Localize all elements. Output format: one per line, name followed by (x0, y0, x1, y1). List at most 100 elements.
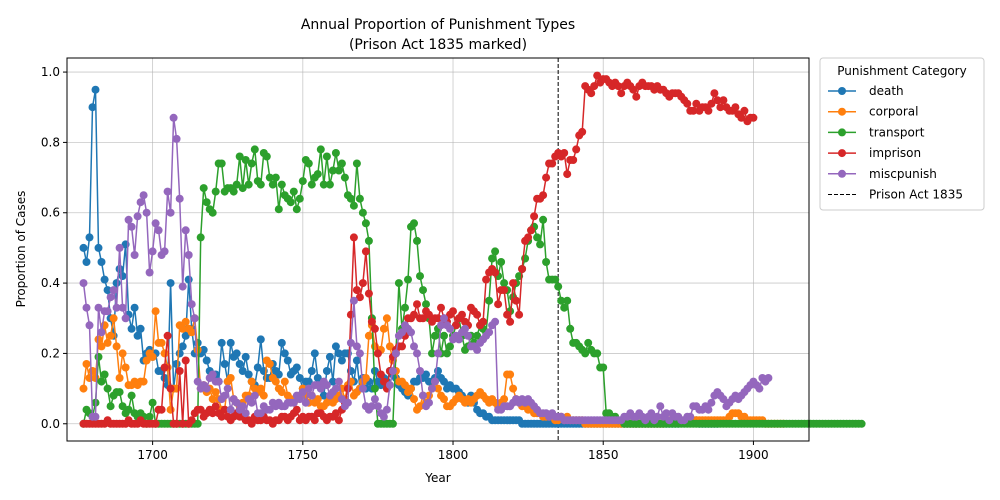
data-point-transport (286, 198, 295, 207)
data-point-death (178, 342, 187, 351)
data-point-miscpunish (428, 384, 436, 393)
data-point-miscpunish (686, 412, 695, 421)
data-point-death (226, 338, 235, 347)
data-point-transport (485, 296, 494, 305)
x-axis-title: Year (424, 471, 450, 485)
data-point-imprison (731, 103, 740, 112)
data-point-transport (352, 159, 361, 168)
x-tick-label: 1900 (738, 448, 769, 462)
data-point-miscpunish (142, 208, 151, 217)
data-point-transport (235, 152, 244, 161)
data-point-corporal (181, 317, 190, 326)
data-point-transport (599, 363, 608, 372)
data-point-transport (551, 275, 560, 284)
y-tick-label: 1.0 (41, 65, 60, 79)
data-point-imprison (373, 349, 382, 358)
data-point-imprison (548, 159, 557, 168)
data-point-imprison (379, 377, 388, 386)
y-axis-ticks: 0.0 0.2 0.4 0.6 0.8 1.0 (41, 65, 67, 431)
data-point-death (85, 233, 94, 242)
legend-swatch-marker (838, 169, 846, 178)
data-point-imprison (509, 279, 518, 288)
data-point-transport (211, 187, 220, 196)
data-point-transport (316, 145, 325, 154)
data-point-miscpunish (85, 321, 94, 330)
data-point-corporal (440, 395, 448, 404)
data-point-transport (319, 180, 328, 189)
data-point-transport (431, 331, 439, 340)
series-layer (79, 71, 866, 428)
data-point-death (244, 370, 253, 379)
data-point-transport (298, 177, 307, 186)
data-point-imprison (292, 405, 301, 414)
data-point-transport (322, 152, 331, 161)
data-point-miscpunish (461, 324, 469, 333)
data-point-corporal (226, 374, 235, 382)
data-point-miscpunish (388, 367, 397, 375)
data-point-imprison (740, 106, 749, 115)
data-point-imprison (172, 419, 181, 428)
data-point-imprison (587, 89, 596, 98)
data-point-miscpunish (355, 349, 364, 358)
data-point-miscpunish (343, 398, 352, 407)
data-point-imprison (491, 268, 500, 277)
data-point-death (319, 391, 328, 400)
data-point-imprison (425, 310, 433, 319)
data-point-transport (208, 208, 217, 217)
data-point-corporal (79, 384, 88, 393)
data-point-death (422, 370, 430, 379)
data-point-transport (554, 282, 563, 291)
legend-title: Punishment Category (837, 64, 966, 78)
data-point-corporal (106, 331, 115, 340)
data-point-miscpunish (367, 402, 376, 411)
data-point-death (283, 356, 292, 365)
legend-swatch-marker (838, 149, 846, 158)
data-point-corporal (364, 331, 373, 340)
data-point-imprison (515, 310, 524, 319)
data-point-transport (313, 170, 322, 179)
data-point-miscpunish (334, 377, 343, 386)
data-point-corporal (112, 342, 121, 351)
data-point-corporal (148, 352, 157, 361)
data-point-corporal (151, 307, 160, 316)
data-point-imprison (542, 173, 551, 182)
data-point-death (328, 377, 337, 386)
data-point-imprison (217, 412, 226, 421)
data-point-imprison (160, 363, 169, 372)
data-point-miscpunish (322, 381, 331, 390)
data-point-transport (491, 247, 500, 256)
data-point-imprison (500, 286, 509, 295)
data-point-transport (118, 402, 127, 411)
data-point-corporal (256, 384, 265, 393)
data-point-transport (536, 240, 545, 249)
data-point-death (280, 349, 289, 358)
data-point-miscpunish (719, 395, 728, 404)
data-point-miscpunish (391, 349, 400, 358)
data-point-imprison (503, 310, 512, 319)
data-point-corporal (247, 377, 256, 386)
data-point-imprison (716, 103, 725, 112)
data-point-corporal (401, 381, 409, 390)
data-point-imprison (166, 384, 175, 393)
legend-label: imprison (869, 146, 921, 160)
legend-label: miscpunish (869, 167, 937, 181)
data-point-death (253, 363, 262, 372)
data-point-miscpunish (202, 384, 211, 393)
data-point-imprison (683, 99, 692, 108)
data-point-death (82, 258, 91, 266)
data-point-imprison (506, 317, 515, 326)
data-point-imprison (614, 82, 623, 91)
data-point-miscpunish (437, 321, 445, 330)
data-point-imprison (527, 226, 536, 235)
legend-swatch-marker (838, 107, 846, 116)
data-point-death (199, 345, 208, 354)
data-point-transport (115, 388, 124, 397)
data-point-transport (325, 180, 334, 189)
data-point-imprison (629, 85, 638, 94)
data-point-death (238, 367, 247, 375)
data-point-imprison (572, 145, 581, 154)
data-point-transport (244, 180, 253, 189)
data-point-transport (443, 349, 451, 358)
data-point-death (352, 356, 361, 365)
data-point-miscpunish (431, 377, 439, 386)
